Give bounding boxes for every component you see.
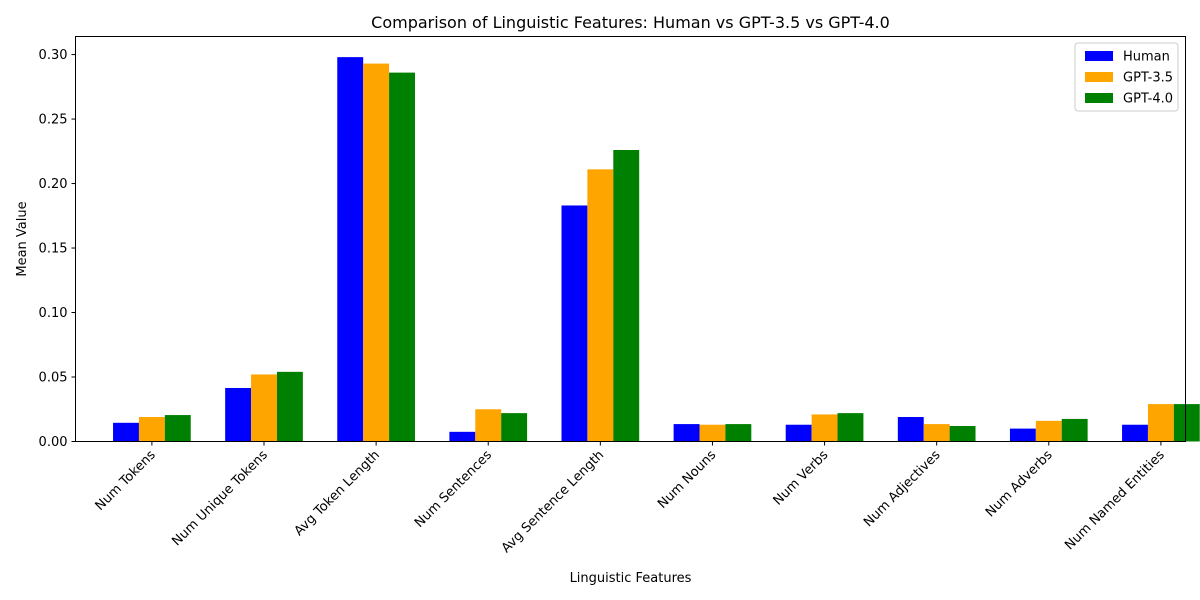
bar-human-5 bbox=[561, 205, 588, 442]
legend-label: GPT-4.0 bbox=[1123, 92, 1173, 107]
x-tick-label: Num Adverbs bbox=[983, 448, 1056, 521]
bar-gpt-4-0-1 bbox=[164, 415, 191, 442]
x-tick-label: Avg Sentence Length bbox=[499, 448, 607, 556]
bar-gpt-4-0-3 bbox=[389, 72, 415, 442]
x-tick-label: Avg Token Length bbox=[292, 448, 383, 539]
bar-human-9 bbox=[1009, 428, 1036, 442]
bar-gpt-4-0-5 bbox=[613, 150, 640, 442]
x-tick-label: Num Tokens bbox=[93, 448, 159, 514]
bar-gpt-4-0-7 bbox=[837, 413, 864, 442]
legend-swatch bbox=[1085, 72, 1113, 82]
legend: Human GPT-3.5 GPT-4.0 bbox=[1074, 42, 1179, 112]
bar-gpt-3-5-1 bbox=[138, 416, 165, 442]
bar-gpt-4-0-10 bbox=[1173, 404, 1200, 442]
legend-label: GPT-3.5 bbox=[1123, 71, 1173, 86]
legend-label: Human bbox=[1123, 50, 1170, 65]
legend-swatch bbox=[1085, 93, 1113, 103]
bar-gpt-3-5-6 bbox=[699, 424, 726, 442]
bar-gpt-4-0-6 bbox=[725, 424, 752, 442]
bars-layer bbox=[113, 57, 1200, 442]
x-tick-label: Num Nouns bbox=[655, 448, 719, 512]
x-axis-label: Linguistic Features bbox=[570, 571, 692, 586]
y-axis: 0.00 0.05 0.10 0.15 0.20 0.25 0.30 bbox=[39, 48, 76, 450]
bar-human-3 bbox=[337, 57, 364, 442]
y-tick-label: 0.05 bbox=[39, 371, 68, 386]
y-tick-label: 0.00 bbox=[39, 435, 68, 450]
bar-gpt-3-5-2 bbox=[251, 374, 277, 442]
bar-gpt-3-5-8 bbox=[923, 424, 950, 442]
x-tick-label: Num Adjectives bbox=[861, 448, 944, 531]
x-tick-label: Num Named Entities bbox=[1062, 448, 1168, 554]
y-tick-label: 0.10 bbox=[39, 306, 68, 321]
bar-gpt-3-5-5 bbox=[587, 169, 614, 442]
x-axis: Num Tokens Num Unique Tokens Avg Token Len… bbox=[93, 441, 1168, 556]
bar-human-8 bbox=[897, 416, 924, 442]
y-tick-label: 0.25 bbox=[39, 113, 68, 128]
legend-swatch bbox=[1085, 51, 1113, 61]
y-tick-label: 0.15 bbox=[39, 242, 68, 257]
y-tick-label: 0.30 bbox=[39, 48, 68, 63]
plot-frame bbox=[75, 36, 1186, 442]
bar-gpt-3-5-10 bbox=[1147, 404, 1174, 442]
bar-gpt-3-5-3 bbox=[363, 63, 390, 442]
bar-human-7 bbox=[785, 424, 812, 442]
chart-title: Comparison of Linguistic Features: Human… bbox=[371, 13, 890, 32]
bar-human-2 bbox=[225, 387, 252, 442]
bar-human-4 bbox=[449, 431, 476, 442]
x-tick-label: Num Sentences bbox=[412, 448, 495, 531]
bar-gpt-4-0-2 bbox=[276, 371, 303, 442]
x-tick-label: Num Verbs bbox=[771, 448, 832, 509]
bar-gpt-4-0-4 bbox=[501, 413, 528, 442]
bar-human-1 bbox=[113, 422, 139, 442]
y-axis-label: Mean Value bbox=[15, 201, 30, 276]
bar-gpt-3-5-4 bbox=[475, 409, 502, 442]
bar-gpt-3-5-7 bbox=[811, 414, 838, 442]
bar-gpt-4-0-8 bbox=[949, 426, 976, 442]
bar-human-10 bbox=[1122, 424, 1148, 442]
x-tick-label: Num Unique Tokens bbox=[169, 448, 271, 550]
y-tick-label: 0.20 bbox=[39, 177, 68, 192]
bar-gpt-4-0-9 bbox=[1061, 418, 1088, 442]
bar-gpt-3-5-9 bbox=[1035, 420, 1062, 442]
bar-human-6 bbox=[673, 424, 700, 442]
